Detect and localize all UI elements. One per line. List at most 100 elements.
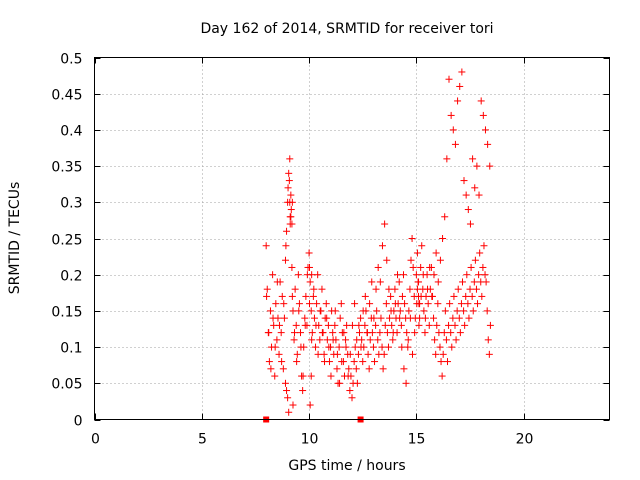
data-point (340, 329, 348, 337)
data-point (430, 271, 438, 279)
data-point (477, 97, 485, 105)
data-point (475, 271, 483, 279)
data-point (436, 343, 444, 351)
data-point (404, 336, 412, 344)
data-point (299, 387, 307, 395)
data-point (371, 358, 379, 366)
data-point (389, 336, 397, 344)
data-point (337, 300, 345, 308)
gridlines (94, 57, 610, 420)
data-point (389, 329, 397, 337)
data-point (321, 358, 329, 366)
data-point (395, 278, 403, 286)
data-point (377, 314, 385, 322)
data-point (433, 321, 441, 329)
data-point (430, 314, 438, 322)
data-point (329, 336, 337, 344)
data-point (405, 307, 413, 315)
data-point (407, 256, 415, 264)
data-point (346, 387, 354, 395)
data-point (288, 198, 296, 206)
data-point (294, 271, 302, 279)
data-point (469, 155, 477, 163)
data-point (355, 321, 363, 329)
data-point (342, 336, 350, 344)
data-point (421, 329, 429, 337)
data-point (463, 271, 471, 279)
data-point (434, 278, 442, 286)
data-point (357, 343, 365, 351)
data-point (385, 285, 393, 293)
data-point (312, 343, 320, 351)
data-point (372, 285, 380, 293)
data-point (434, 300, 442, 308)
data-point (271, 372, 279, 380)
data-point (413, 285, 421, 293)
x-tick-label: 20 (516, 432, 534, 448)
data-point (380, 350, 388, 358)
data-point (441, 213, 449, 221)
data-point (283, 387, 291, 395)
data-point (443, 358, 451, 366)
data-point (419, 271, 427, 279)
data-point (462, 292, 470, 300)
data-point (441, 307, 449, 315)
data-point (406, 314, 414, 322)
data-point (288, 263, 296, 271)
data-point (447, 329, 455, 337)
y-tick-label: 0 (74, 414, 83, 430)
data-point (442, 336, 450, 344)
data-point (290, 329, 298, 337)
data-point (424, 285, 432, 293)
data-point (471, 256, 479, 264)
data-point (396, 314, 404, 322)
plot-frame (94, 57, 610, 420)
data-point (306, 300, 314, 308)
x-tick-label: 0 (91, 432, 100, 448)
data-point (285, 177, 293, 185)
data-point (272, 300, 280, 308)
data-point (280, 314, 288, 322)
data-point (305, 249, 313, 257)
data-point (333, 350, 341, 358)
data-point (451, 321, 459, 329)
y-tick-label: 0.5 (60, 52, 82, 68)
data-point (335, 343, 343, 351)
data-point (445, 321, 453, 329)
data-point (437, 358, 445, 366)
data-point (289, 401, 297, 409)
data-point (424, 300, 432, 308)
data-point (286, 155, 294, 163)
data-point (288, 292, 296, 300)
data-point (466, 285, 474, 293)
data-point (387, 307, 395, 315)
data-point (370, 314, 378, 322)
y-tick-label: 0.35 (51, 160, 82, 176)
data-point (369, 343, 377, 351)
data-point (293, 350, 301, 358)
data-point (313, 300, 321, 308)
data-point (465, 314, 473, 322)
data-point (484, 140, 492, 148)
data-point (275, 321, 283, 329)
data-point (482, 278, 490, 286)
data-point (472, 285, 480, 293)
data-point (402, 379, 410, 387)
data-point (312, 321, 320, 329)
data-point (290, 336, 298, 344)
data-point (404, 343, 412, 351)
data-point (406, 285, 414, 293)
y-tick-label: 0.2 (60, 269, 82, 285)
y-tick-label: 0.15 (51, 305, 82, 321)
data-point (350, 358, 358, 366)
data-point (273, 336, 281, 344)
data-point (361, 292, 369, 300)
data-point (469, 307, 477, 315)
data-point (415, 300, 423, 308)
data-point (415, 321, 423, 329)
data-point (454, 285, 462, 293)
data-point (443, 155, 451, 163)
data-point (297, 329, 304, 337)
data-point (269, 271, 277, 279)
data-point (368, 278, 376, 286)
